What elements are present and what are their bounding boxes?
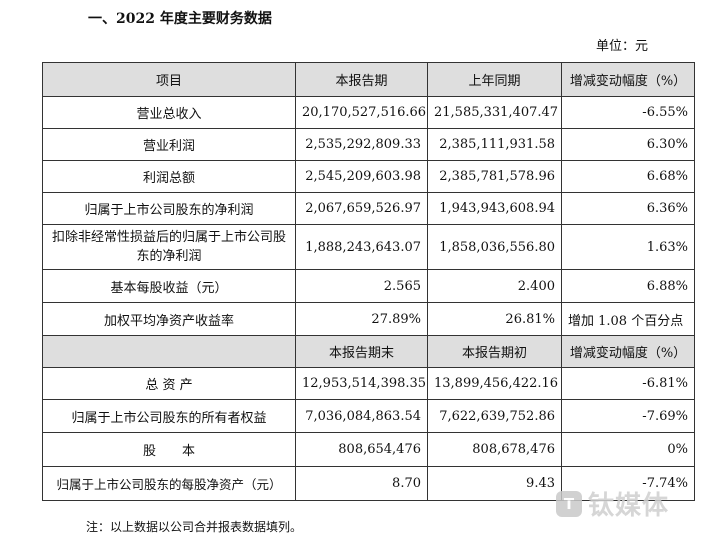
- footnote: 注：以上数据以公司合并报表数据填列。: [86, 520, 303, 534]
- row-prior: 21,585,331,407.47: [427, 96, 562, 129]
- table-row: 归属于上市公司股东的净利润 2,067,659,526.97 1,943,943…: [42, 192, 695, 225]
- table-subheader-row: 本报告期末 本报告期初 增减变动幅度（%）: [42, 335, 695, 368]
- header-change: 增减变动幅度（%）: [561, 62, 695, 97]
- watermark-logo-icon: T: [556, 490, 582, 517]
- row-item: 股 本: [42, 432, 296, 467]
- row-prior: 2.400: [427, 269, 562, 303]
- financial-data-table: 项目 本报告期 上年同期 增减变动幅度（%） 营业总收入 20,170,527,…: [42, 62, 695, 501]
- table-row: 归属于上市公司股东的所有者权益 7,036,084,863.54 7,622,6…: [42, 399, 695, 433]
- row-current: 808,654,476: [295, 432, 428, 467]
- header-prior-period: 上年同期: [427, 62, 562, 97]
- row-change: -7.74%: [561, 466, 695, 501]
- row-item: 营业利润: [42, 128, 296, 161]
- table-row: 营业总收入 20,170,527,516.66 21,585,331,407.4…: [42, 96, 695, 129]
- row-item: 归属于上市公司股东的每股净资产（元）: [42, 466, 296, 501]
- row-change: 6.36%: [561, 192, 695, 225]
- table-row: 总 资 产 12,953,514,398.35 13,899,456,422.1…: [42, 367, 695, 400]
- row-current: 2.565: [295, 269, 428, 303]
- row-current: 27.89%: [295, 302, 428, 336]
- table-row: 归属于上市公司股东的每股净资产（元） 8.70 9.43 -7.74%: [42, 466, 695, 501]
- row-current: 1,888,243,643.07: [295, 224, 428, 270]
- section-title: 一、2022 年度主要财务数据: [88, 11, 272, 27]
- row-item: 归属于上市公司股东的所有者权益: [42, 399, 296, 433]
- table-row: 加权平均净资产收益率 27.89% 26.81% 增加 1.08 个百分点: [42, 302, 695, 336]
- subheader-change: 增减变动幅度（%）: [561, 335, 695, 368]
- table-row: 扣除非经常性损益后的归属于上市公司股东的净利润 1,888,243,643.07…: [42, 224, 695, 270]
- table-header-row: 项目 本报告期 上年同期 增减变动幅度（%）: [42, 62, 695, 97]
- row-prior: 1,943,943,608.94: [427, 192, 562, 225]
- row-current: 20,170,527,516.66: [295, 96, 428, 129]
- row-item: 加权平均净资产收益率: [42, 302, 296, 336]
- row-current: 2,545,209,603.98: [295, 160, 428, 193]
- row-current: 7,036,084,863.54: [295, 399, 428, 433]
- row-prior: 7,622,639,752.86: [427, 399, 562, 433]
- header-current-period: 本报告期: [295, 62, 428, 97]
- row-item: 营业总收入: [42, 96, 296, 129]
- row-prior: 808,678,476: [427, 432, 562, 467]
- row-change: 增加 1.08 个百分点: [561, 302, 695, 336]
- row-change: 0%: [561, 432, 695, 467]
- row-current: 2,535,292,809.33: [295, 128, 428, 161]
- row-change: -7.69%: [561, 399, 695, 433]
- row-item: 利润总额: [42, 160, 296, 193]
- row-change: -6.81%: [561, 367, 695, 400]
- row-prior: 9.43: [427, 466, 562, 501]
- subheader-item: [42, 335, 296, 368]
- header-item: 项目: [42, 62, 296, 97]
- row-prior: 2,385,781,578.96: [427, 160, 562, 193]
- row-current: 12,953,514,398.35: [295, 367, 428, 400]
- row-change: 6.30%: [561, 128, 695, 161]
- row-item: 扣除非经常性损益后的归属于上市公司股东的净利润: [42, 224, 296, 270]
- row-prior: 2,385,111,931.58: [427, 128, 562, 161]
- row-prior: 13,899,456,422.16: [427, 367, 562, 400]
- table-row: 利润总额 2,545,209,603.98 2,385,781,578.96 6…: [42, 160, 695, 193]
- row-prior: 1,858,036,556.80: [427, 224, 562, 270]
- table-row: 营业利润 2,535,292,809.33 2,385,111,931.58 6…: [42, 128, 695, 161]
- row-item: 基本每股收益（元）: [42, 269, 296, 303]
- subheader-period-start: 本报告期初: [427, 335, 562, 368]
- row-change: 6.88%: [561, 269, 695, 303]
- row-item: 总 资 产: [42, 367, 296, 400]
- table-row: 股 本 808,654,476 808,678,476 0%: [42, 432, 695, 467]
- row-item: 归属于上市公司股东的净利润: [42, 192, 296, 225]
- unit-label: 单位：元: [596, 39, 649, 54]
- table-row: 基本每股收益（元） 2.565 2.400 6.88%: [42, 269, 695, 303]
- row-change: 6.68%: [561, 160, 695, 193]
- row-prior: 26.81%: [427, 302, 562, 336]
- row-current: 2,067,659,526.97: [295, 192, 428, 225]
- row-change: -6.55%: [561, 96, 695, 129]
- subheader-period-end: 本报告期末: [295, 335, 428, 368]
- row-current: 8.70: [295, 466, 428, 501]
- row-change: 1.63%: [561, 224, 695, 270]
- watermark-text: 钛媒体: [588, 491, 670, 521]
- watermark: T 钛媒体: [556, 485, 669, 522]
